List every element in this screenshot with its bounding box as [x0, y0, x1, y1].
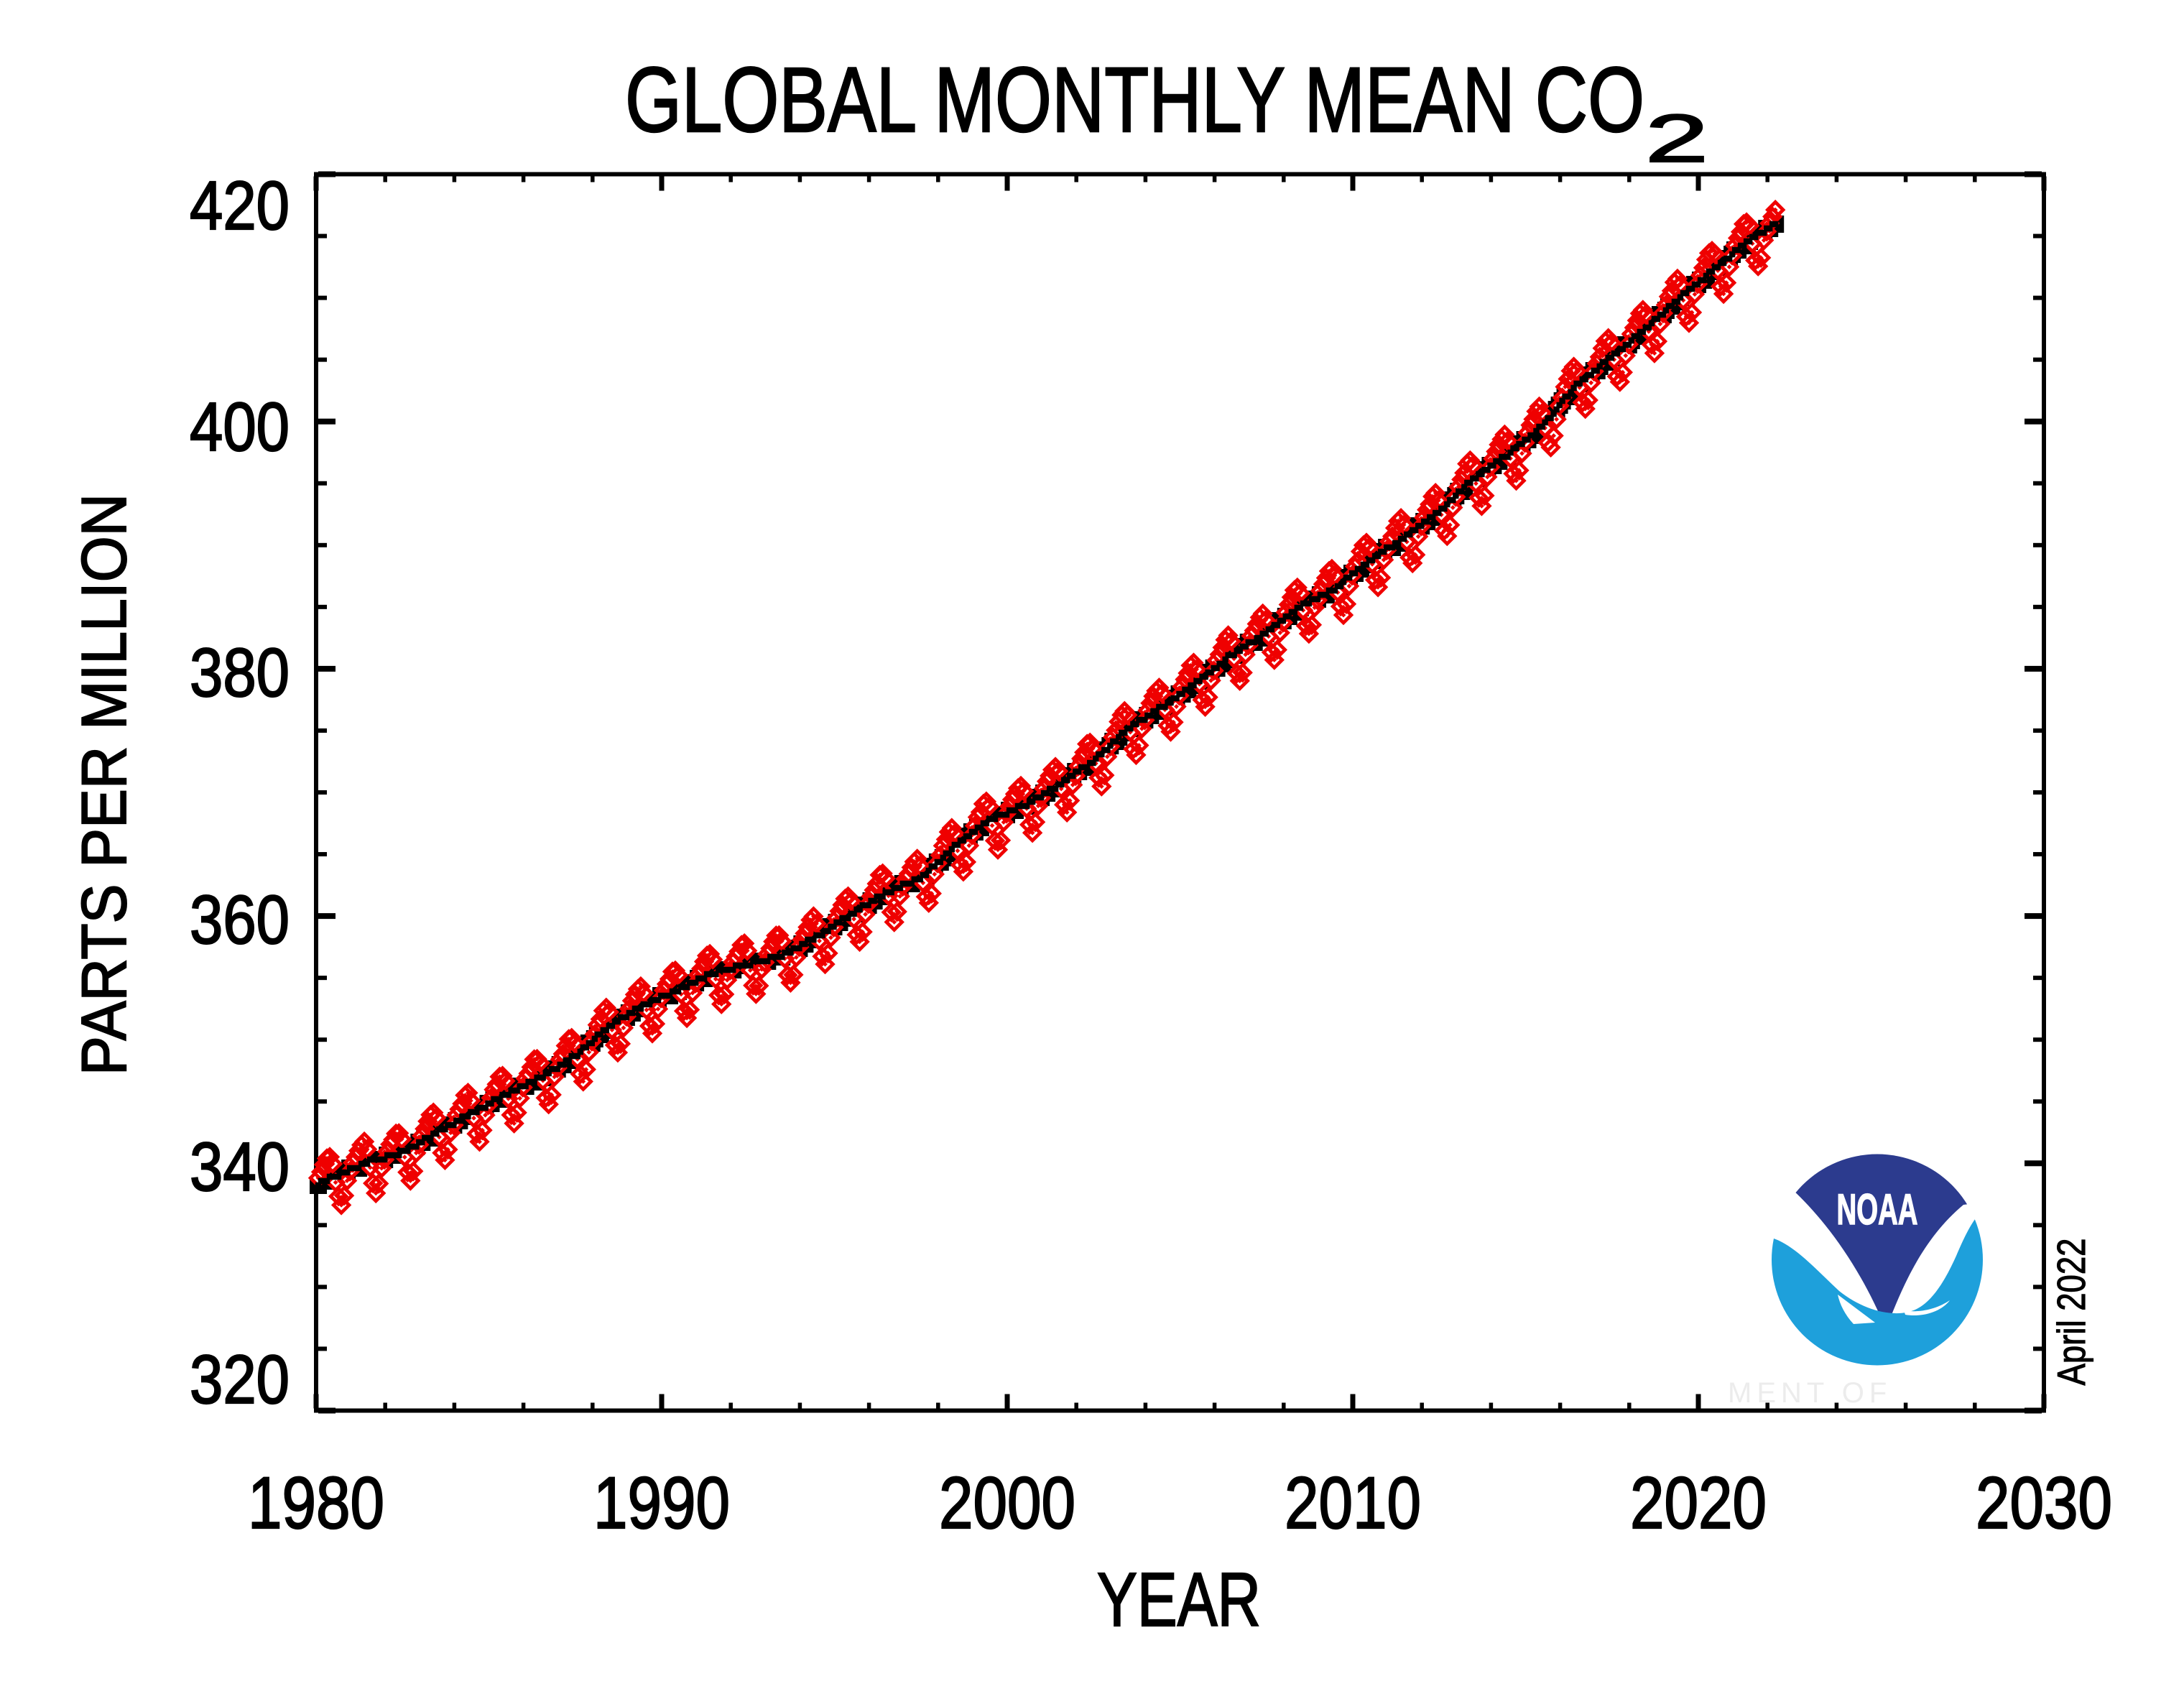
svg-text:380: 380 [190, 634, 290, 711]
svg-text:2000: 2000 [939, 1462, 1075, 1544]
svg-text:320: 320 [190, 1341, 290, 1418]
svg-text:PARTS PER MILLION: PARTS PER MILLION [68, 494, 139, 1075]
svg-text:360: 360 [190, 881, 290, 958]
svg-text:400: 400 [190, 389, 290, 466]
svg-text:2020: 2020 [1630, 1462, 1767, 1544]
svg-text:420: 420 [190, 167, 290, 244]
svg-text:1980: 1980 [248, 1462, 384, 1544]
svg-text:MENT OF: MENT OF [1728, 1377, 1892, 1409]
svg-text:NOAA: NOAA [1837, 1185, 1918, 1234]
svg-text:2: 2 [1645, 101, 1708, 176]
svg-text:2030: 2030 [1976, 1462, 2112, 1544]
svg-text:YEAR: YEAR [1097, 1558, 1261, 1642]
svg-text:340: 340 [190, 1129, 290, 1205]
svg-text:1990: 1990 [593, 1462, 730, 1544]
svg-text:GLOBAL MONTHLY MEAN CO: GLOBAL MONTHLY MEAN CO [625, 49, 1644, 152]
svg-text:April 2022: April 2022 [2049, 1239, 2093, 1386]
svg-text:2010: 2010 [1285, 1462, 1421, 1544]
